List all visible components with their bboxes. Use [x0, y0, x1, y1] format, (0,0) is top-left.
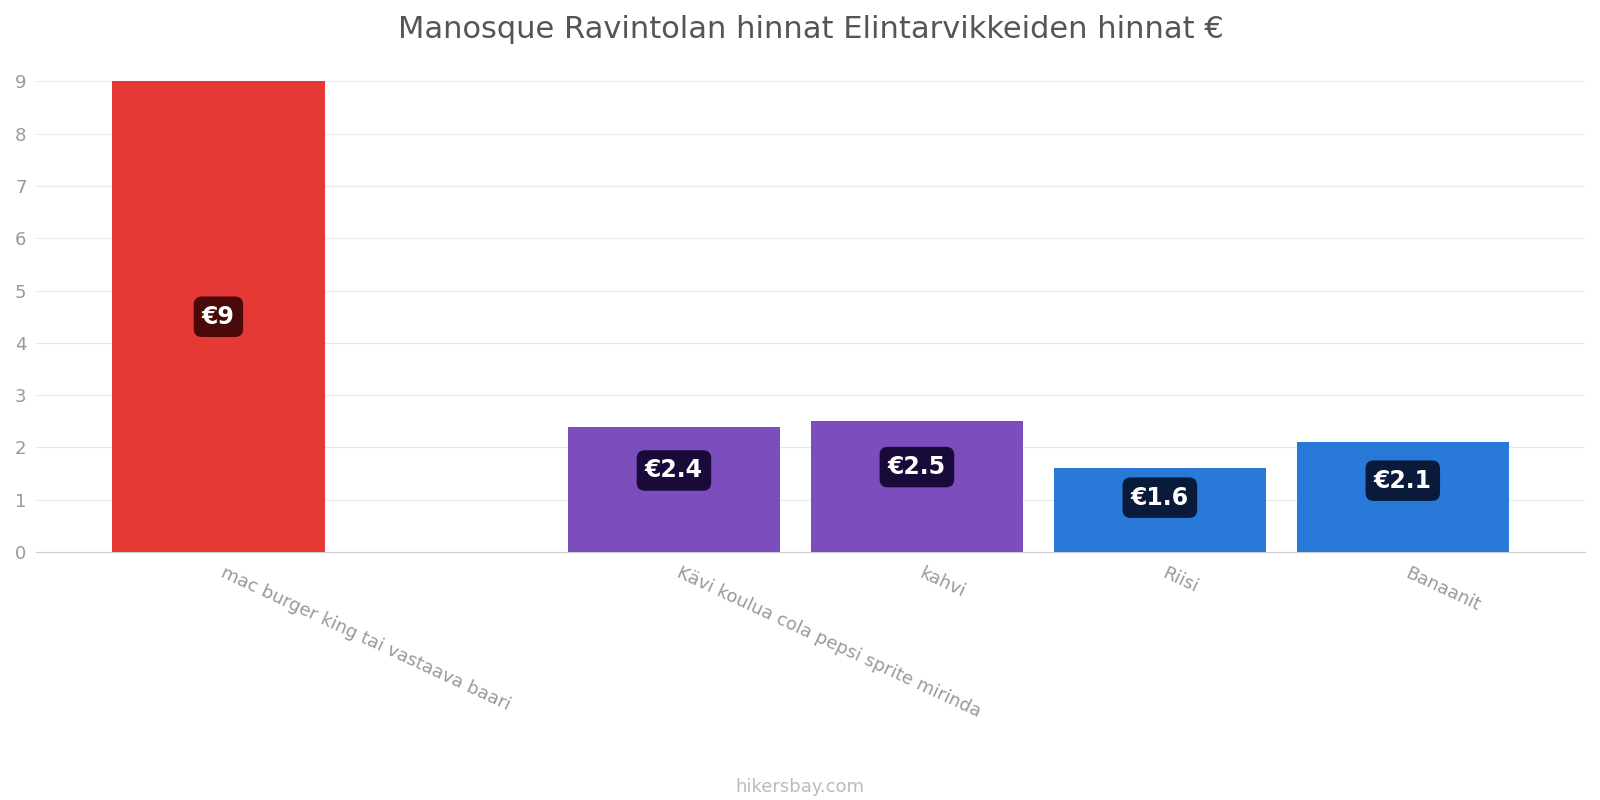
Text: hikersbay.com: hikersbay.com: [736, 778, 864, 796]
Bar: [568, 426, 781, 552]
Bar: [811, 422, 1022, 552]
Text: €2.4: €2.4: [645, 458, 702, 482]
Text: €9: €9: [202, 305, 235, 329]
Text: €2.5: €2.5: [888, 455, 946, 479]
Bar: [1296, 442, 1509, 552]
Text: €1.6: €1.6: [1131, 486, 1189, 510]
Bar: [1053, 468, 1266, 552]
Text: €2.1: €2.1: [1374, 469, 1432, 493]
Title: Manosque Ravintolan hinnat Elintarvikkeiden hinnat €: Manosque Ravintolan hinnat Elintarvikkei…: [398, 15, 1224, 44]
Bar: [112, 82, 325, 552]
